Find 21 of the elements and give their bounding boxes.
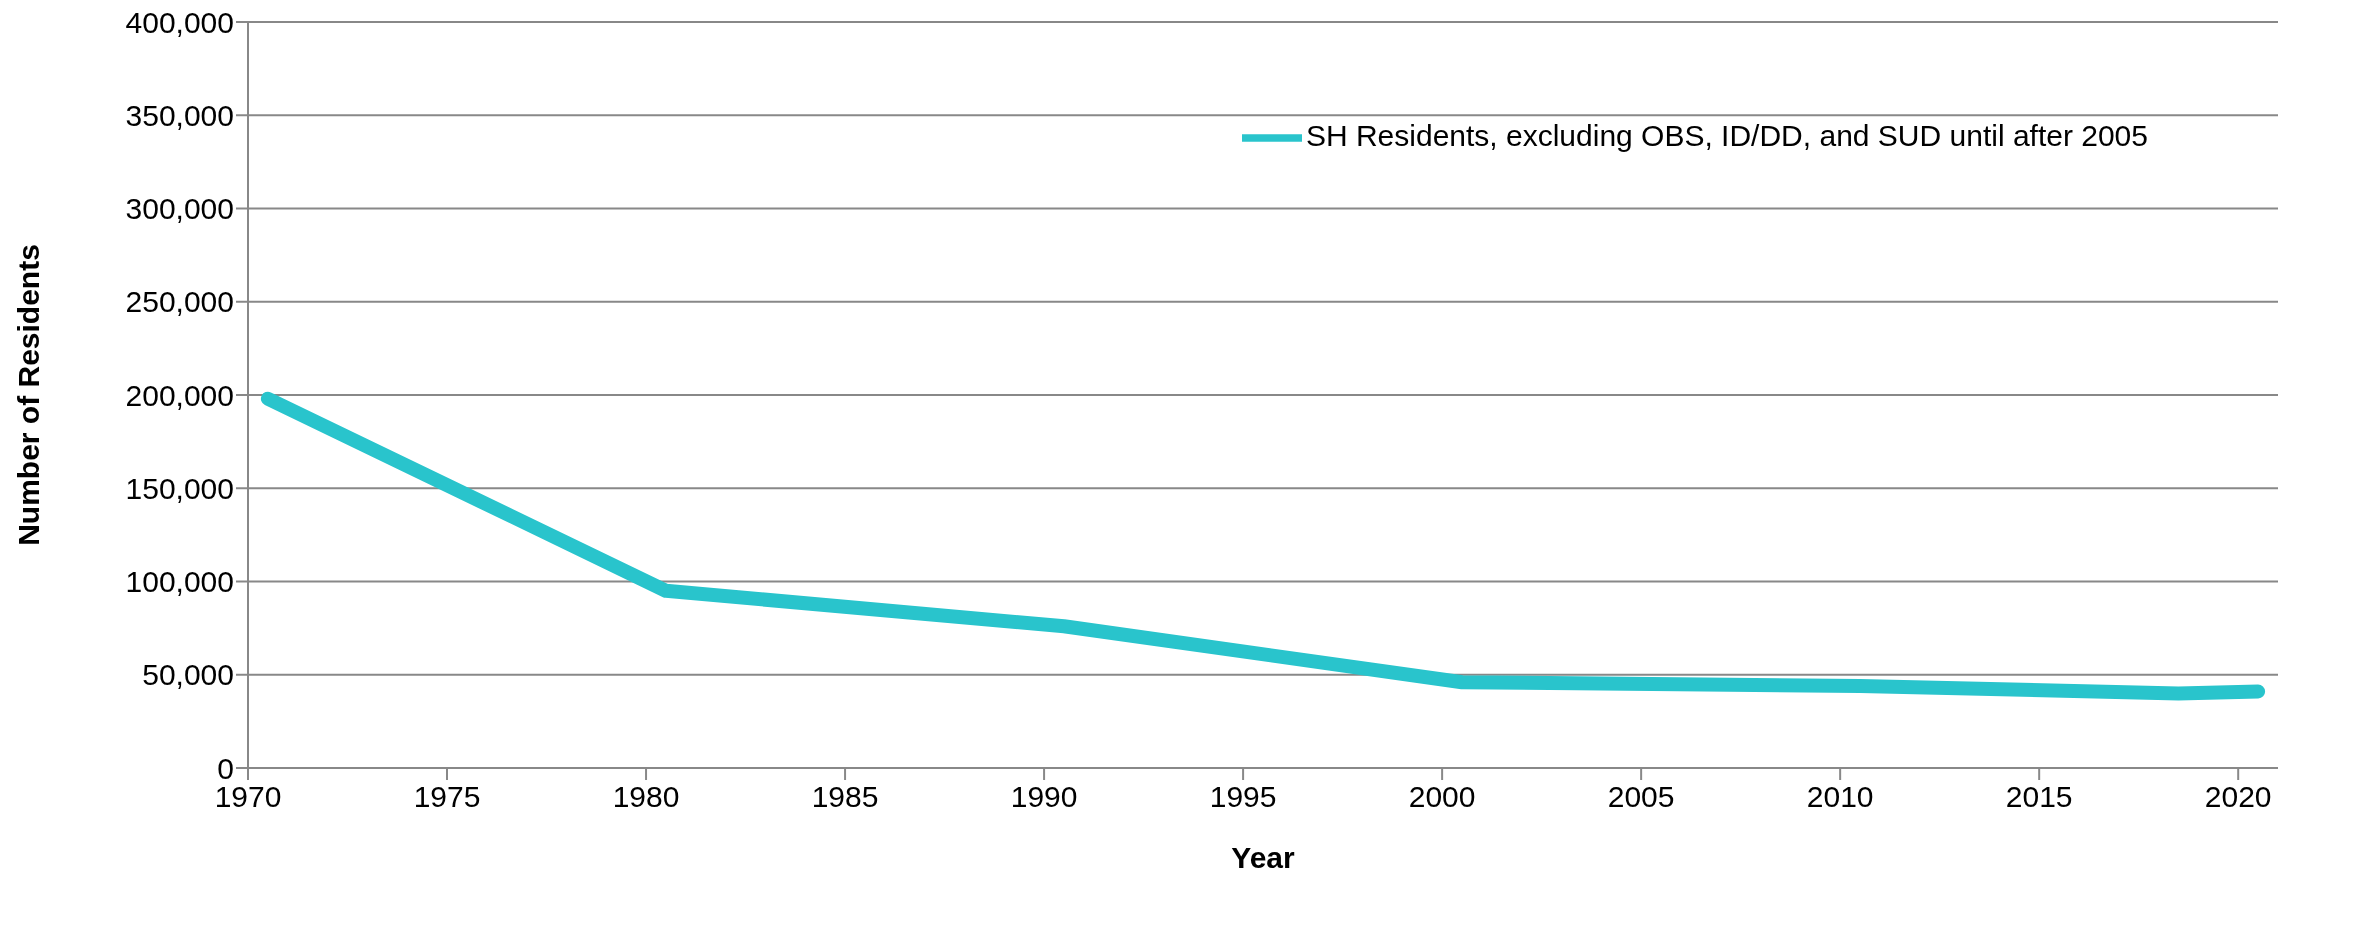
legend-label: SH Residents, excluding OBS, ID/DD, and SUD until after 2005: [1305, 118, 2148, 152]
x-axis-title: Year: [1231, 841, 1296, 874]
y-tick-label: 400,000: [125, 5, 234, 39]
x-tick-label: 2010: [1806, 780, 1874, 814]
x-tick-label: 2015: [2005, 780, 2073, 814]
x-tick-label: 1980: [612, 780, 680, 814]
x-tick-label: 2005: [1607, 780, 1675, 814]
x-tick-label: 2000: [1408, 780, 1476, 814]
x-tick-label: 2020: [2204, 780, 2272, 814]
y-tick-label: 350,000: [125, 98, 234, 132]
x-tick-label: 1975: [413, 780, 481, 814]
y-tick-label: 50,000: [142, 658, 234, 692]
x-tick-label: 1985: [811, 780, 879, 814]
x-tick-label: 1990: [1010, 780, 1078, 814]
x-tick-label: 1995: [1209, 780, 1277, 814]
y-tick-label: 300,000: [125, 192, 234, 226]
y-axis-title: Number of Residents: [11, 244, 45, 546]
y-tick-label: 100,000: [125, 565, 234, 599]
y-tick-label: 200,000: [125, 378, 234, 412]
y-tick-label: 150,000: [125, 471, 234, 505]
y-tick-label: 250,000: [125, 285, 234, 319]
